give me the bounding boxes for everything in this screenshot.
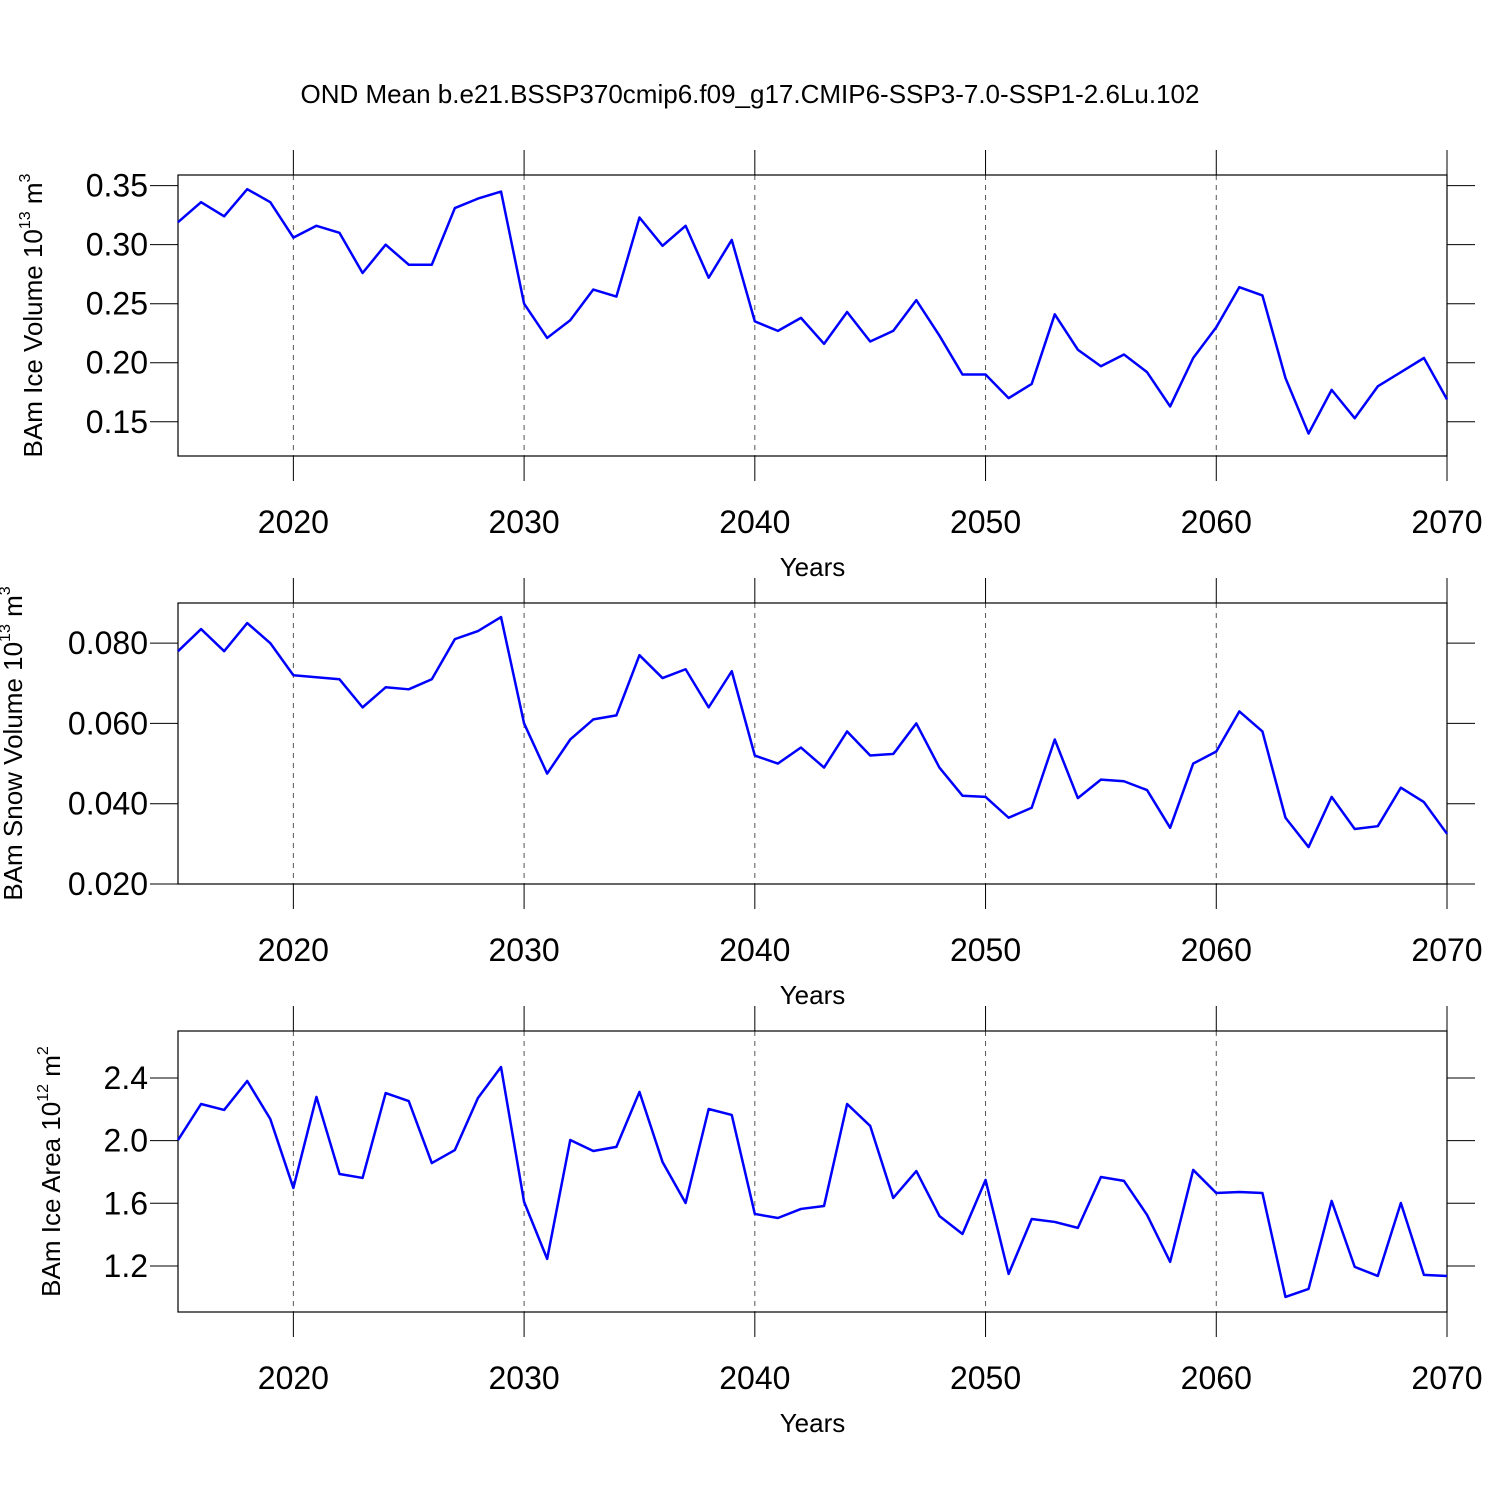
x-tick-label: 2020: [258, 504, 329, 540]
data-line: [177, 187, 1449, 435]
y-axis-label-superscript: 12: [35, 1084, 52, 1102]
y-tick-label: 0.35: [86, 168, 148, 204]
x-tick-label: 2040: [719, 932, 790, 968]
x-axis-label: Years: [780, 980, 846, 1010]
y-axis-label-superscript: 13: [17, 211, 34, 229]
y-axis-label-part: m: [18, 182, 48, 211]
plot-frame: [177, 1030, 1448, 1313]
y-axis-label-part: BAm Snow Volume 10: [0, 642, 28, 901]
x-tick-label: 2030: [488, 504, 559, 540]
plot-frame: [177, 602, 1448, 885]
x-tick-label: 2030: [488, 1360, 559, 1396]
x-tick-label: 2050: [950, 1360, 1021, 1396]
x-tick-label: 2060: [1181, 932, 1252, 968]
y-tick-label: 0.040: [68, 786, 148, 822]
y-axis-label: BAm Ice Area 1012 m2: [35, 1046, 66, 1297]
y-axis-label-part: BAm Ice Volume 10: [18, 229, 48, 457]
data-line: [177, 615, 1449, 849]
y-tick-label: 0.30: [86, 227, 148, 263]
y-axis-label-superscript: 2: [35, 1046, 52, 1055]
y-axis-label: BAm Ice Volume 1013 m3: [17, 173, 48, 457]
y-tick-label: 0.060: [68, 705, 148, 741]
y-tick-label: 0.080: [68, 625, 148, 661]
y-axis-label-superscript: 3: [17, 173, 34, 182]
y-axis-label-superscript: 13: [0, 624, 14, 642]
x-tick-label: 2060: [1181, 1360, 1252, 1396]
y-tick-label: 2.0: [104, 1123, 148, 1159]
figure-title: OND Mean b.e21.BSSP370cmip6.f09_g17.CMIP…: [301, 79, 1200, 109]
x-tick-label: 2070: [1411, 504, 1482, 540]
x-tick-label: 2060: [1181, 504, 1252, 540]
y-tick-label: 0.25: [86, 286, 148, 322]
x-tick-label: 2070: [1411, 1360, 1482, 1396]
plot-frame: [177, 174, 1448, 457]
x-axis-label: Years: [780, 552, 846, 582]
y-axis-label-part: m: [0, 595, 28, 624]
x-tick-label: 2020: [258, 1360, 329, 1396]
x-tick-label: 2030: [488, 932, 559, 968]
y-tick-label: 2.4: [104, 1060, 148, 1096]
x-tick-label: 2040: [719, 1360, 790, 1396]
y-tick-label: 0.20: [86, 345, 148, 381]
y-axis-label-superscript: 3: [0, 586, 14, 595]
y-axis-label-part: m: [36, 1055, 66, 1084]
y-tick-label: 1.6: [104, 1185, 148, 1221]
data-line: [176, 1065, 1448, 1299]
x-tick-label: 2070: [1411, 932, 1482, 968]
y-tick-label: 1.2: [104, 1248, 148, 1284]
x-tick-label: 2040: [719, 504, 790, 540]
y-axis-label-part: BAm Ice Area 10: [36, 1102, 66, 1297]
y-axis-label: BAm Snow Volume 1013 m3: [0, 586, 28, 900]
x-tick-label: 2020: [258, 932, 329, 968]
x-tick-label: 2050: [950, 932, 1021, 968]
y-tick-label: 0.020: [68, 866, 148, 902]
x-tick-label: 2050: [950, 504, 1021, 540]
y-tick-label: 0.15: [86, 404, 148, 440]
x-axis-label: Years: [780, 1408, 846, 1438]
